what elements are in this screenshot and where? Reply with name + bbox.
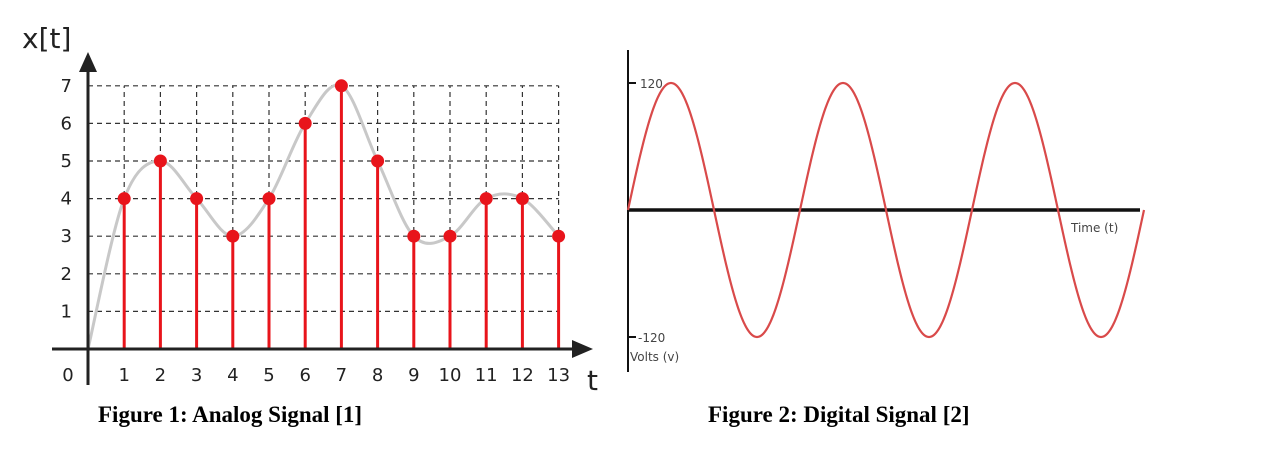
y-tick-label-max: 120 <box>640 77 663 91</box>
y-tick-labels: 1 2 3 4 5 6 7 <box>61 76 72 323</box>
y-tick-label: 5 <box>61 151 72 172</box>
stem-marker <box>298 116 312 130</box>
figure-2-caption: Figure 2: Digital Signal [2] <box>708 402 970 427</box>
y-tick-label: 3 <box>61 226 72 247</box>
x-tick-label: 10 <box>439 365 462 386</box>
x-tick-label: 5 <box>263 365 274 386</box>
x-tick-label: 1 <box>118 365 129 386</box>
stem-marker <box>153 154 167 168</box>
figure-1-caption: Figure 1: Analog Signal [1] <box>98 402 363 427</box>
x-axis-label: t <box>587 364 598 397</box>
stem-marker <box>262 192 276 206</box>
digital-signal-chart: 120 -120 Time (t) Volts (v) <box>626 50 1146 372</box>
sine-wave <box>626 81 1146 339</box>
stem-marker <box>479 192 493 206</box>
x-tick-label: 2 <box>155 365 166 386</box>
y-tick-label: 2 <box>61 264 72 285</box>
analog-curve <box>86 83 560 350</box>
x-tick-label: 7 <box>336 365 347 386</box>
x-tick-label: 9 <box>408 365 419 386</box>
stem-marker <box>371 154 385 168</box>
stem-marker <box>334 79 348 93</box>
x-tick-label: 3 <box>191 365 202 386</box>
stem-marker <box>407 229 421 243</box>
stem-marker <box>226 229 240 243</box>
x-tick-label: 11 <box>475 365 498 386</box>
stem-marker <box>515 192 529 206</box>
x-axis-arrow <box>572 340 593 358</box>
x-tick-label: 0 <box>62 365 73 386</box>
y-axis-arrow <box>79 52 97 72</box>
x-tick-label: 4 <box>227 365 238 386</box>
y-tick-label-min: -120 <box>638 331 665 345</box>
x-tick-label: 6 <box>299 365 310 386</box>
stems <box>117 79 566 349</box>
grid <box>88 85 560 349</box>
y-tick-label: 6 <box>61 113 72 134</box>
stem-marker <box>117 192 131 206</box>
x-tick-label: 13 <box>547 365 570 386</box>
stem-marker <box>552 229 566 243</box>
x-tick-labels: 0 1 2 3 4 5 6 7 8 9 10 11 12 13 <box>62 365 570 386</box>
stem-marker <box>443 229 457 243</box>
x-tick-label: 8 <box>372 365 383 386</box>
y-tick-label: 1 <box>61 301 72 322</box>
x-axis-label: Time (t) <box>1070 221 1118 235</box>
y-tick-label: 4 <box>61 189 72 210</box>
y-axis-label: Volts (v) <box>630 350 679 364</box>
y-tick-label: 7 <box>61 76 72 97</box>
stem-marker <box>190 192 204 206</box>
y-axis-label: x[t] <box>22 22 71 55</box>
x-tick-label: 12 <box>511 365 534 386</box>
